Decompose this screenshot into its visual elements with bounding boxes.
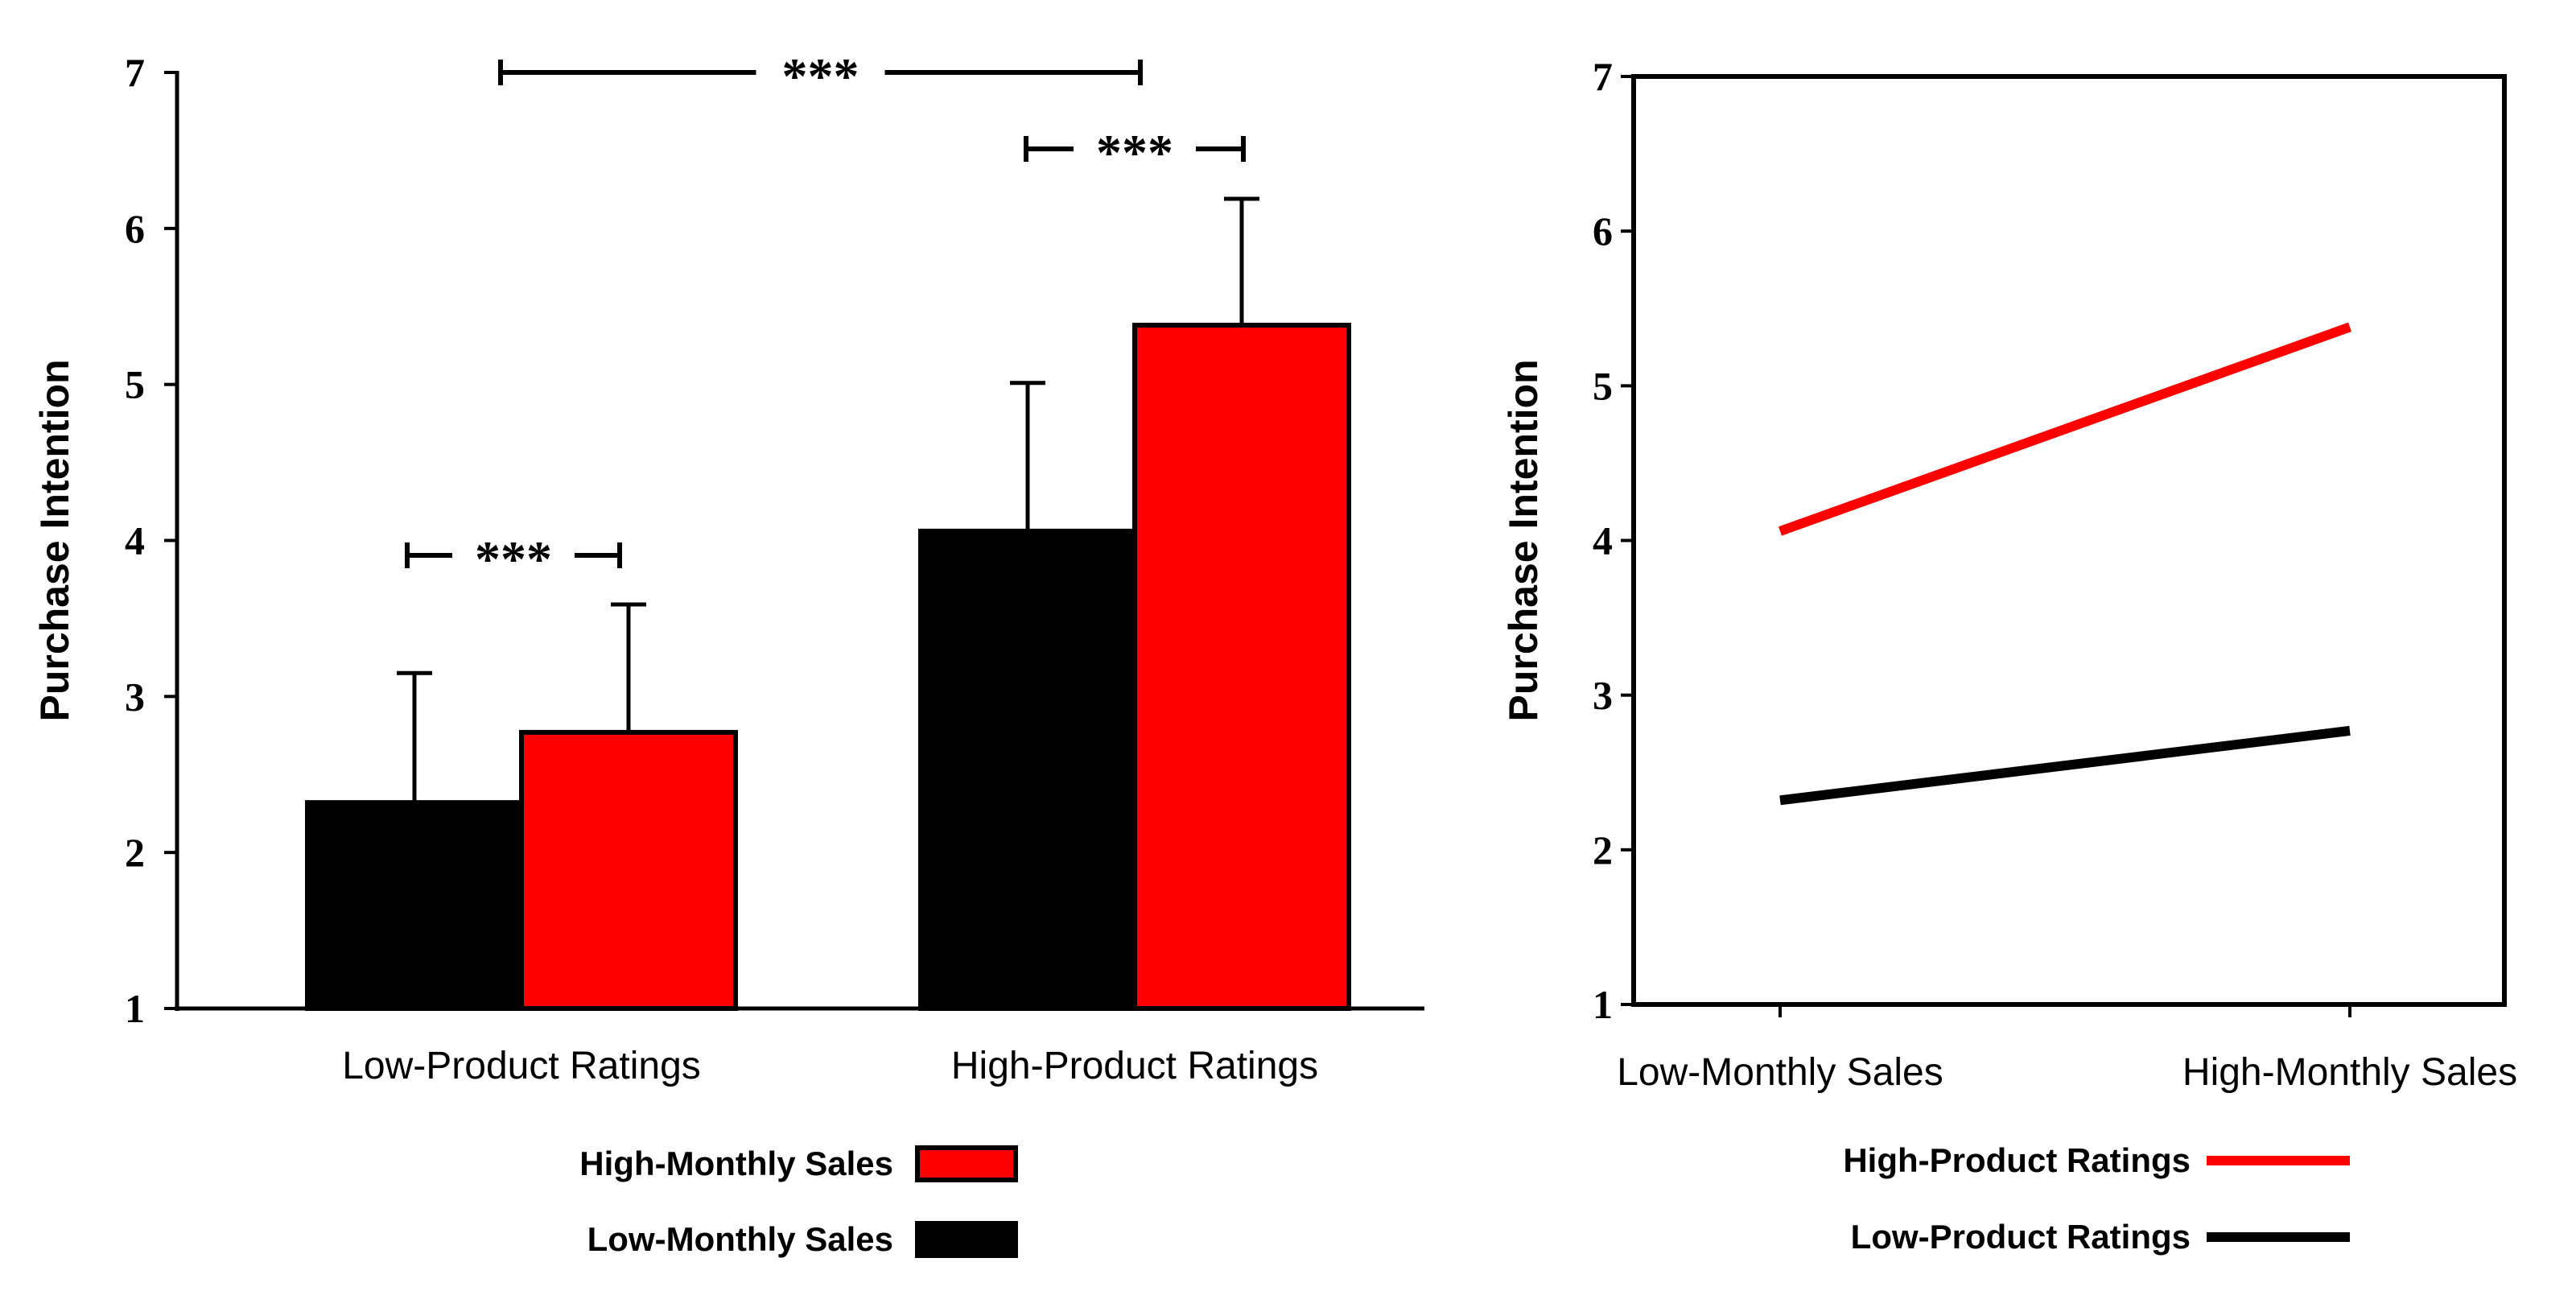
bar-high-monthly-sales-low-ratings [519,729,738,1011]
legend-label: High-Product Ratings [1843,1141,2191,1179]
category-label: Low-Product Ratings [342,1045,701,1087]
significance-label: *** [782,47,859,105]
y-tick-label: 4 [1593,518,1613,563]
y-tick-label: 7 [125,50,145,95]
x-tick-label: Low-Monthly Sales [1617,1051,1943,1094]
y-tick-label: 5 [1593,363,1613,408]
y-tick-label: 1 [125,986,145,1031]
legend-swatch [915,1145,1018,1182]
y-tick-label: 6 [1593,208,1613,254]
y-tick-label: 2 [125,830,145,875]
y-tick-label: 3 [125,674,145,719]
significance-label: *** [475,530,552,588]
legend-label: Low-Product Ratings [1851,1218,2191,1256]
bar-chart: 1 2 3 4 5 6 7 Purchase Intention Low-Product Rat… [32,47,1424,1258]
significance-label: *** [1096,124,1173,181]
y-tick-label: 3 [1593,673,1613,718]
category-label: High-Product Ratings [951,1045,1318,1087]
bar-low-monthly-sales-low-ratings [305,800,524,1012]
y-tick-label: 2 [1593,827,1613,872]
legend-label: Low-Monthly Sales [587,1220,893,1258]
y-axis-label: Purchase Intention [1501,359,1546,721]
bar-low-monthly-sales-high-ratings [918,528,1137,1011]
y-tick-label: 7 [1593,54,1613,99]
bar-high-monthly-sales-high-ratings [1132,323,1351,1011]
y-axis-label: Purchase Intention [32,359,77,721]
y-tick-label: 5 [125,362,145,407]
y-tick-label: 1 [1593,982,1613,1027]
y-tick-label: 6 [125,206,145,251]
x-tick-label: High-Monthly Sales [2182,1051,2517,1094]
legend-swatch [915,1221,1018,1258]
plot-frame [1631,74,2507,1007]
legend-label: High-Monthly Sales [579,1145,893,1182]
series-line-high-product-ratings [1778,322,2352,536]
line-chart: 1 2 3 4 5 6 7 Purchase Intention Low-Monthly Sal… [1501,54,2517,1256]
y-tick-label: 4 [125,518,145,563]
series-line-low-product-ratings [1779,725,2351,806]
